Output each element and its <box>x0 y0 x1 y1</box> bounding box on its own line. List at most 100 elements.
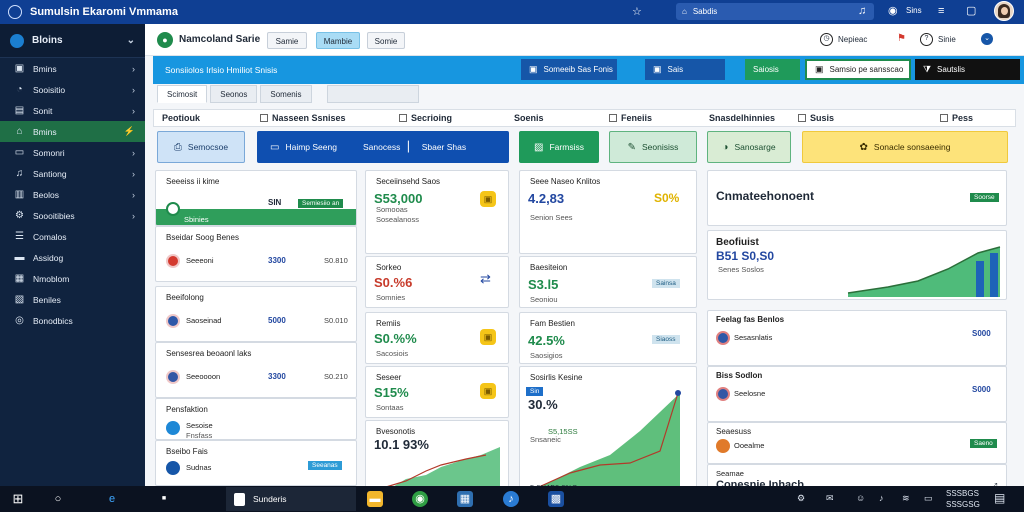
far-card[interactable]: Cnmateehonoent Soorse <box>707 170 1007 226</box>
action-button[interactable]: ◑ Sanosarge <box>707 131 791 163</box>
sidebar-item[interactable]: ▣ Bmins › <box>0 58 145 79</box>
action-button[interactable]: ✎ Seonisiss <box>609 131 697 163</box>
tab-1[interactable]: Scimosit <box>157 85 208 103</box>
column-header[interactable]: Peotiouk <box>162 113 200 123</box>
action-button[interactable]: ▏ Sbaer Shas <box>408 131 466 163</box>
column-header[interactable]: Snasdelhinnies <box>709 113 775 123</box>
column-header[interactable]: Pess <box>940 113 973 123</box>
sidebar-item[interactable]: ☰ Comalos <box>0 226 145 247</box>
chat-icon[interactable]: ☺ <box>856 493 866 503</box>
right-card[interactable]: Baesiteion S3.l5 Seoniou Sainsa <box>519 256 697 308</box>
search-icon[interactable]: ○ <box>54 493 62 505</box>
mid-card[interactable]: Sorkeo S0.%6 Somnies ⇄ <box>365 256 509 308</box>
document-icon: ▤ <box>14 105 25 116</box>
toolbar-flag[interactable]: ⚑ <box>897 33 906 44</box>
left-card[interactable]: Bseidar Soog Benes Seeeoni 3300 S0.810 <box>155 226 357 282</box>
sidebar-item[interactable]: ▭ Somonri › <box>0 142 145 163</box>
far-card[interactable]: Biss Sodlon Seelosne S000 <box>707 366 1007 422</box>
volume-icon[interactable]: ♪ <box>879 493 884 503</box>
left-card[interactable]: Bseibo Fais Sudnas Seeanas <box>155 440 357 486</box>
office-icon[interactable]: ▩ <box>548 491 564 507</box>
far-card[interactable]: Seaesuss Ooealme Saeno <box>707 422 1007 464</box>
left-card[interactable]: Seeeiss ii kime Sbinies SIN Semiesiio an <box>155 170 357 226</box>
bell-icon[interactable]: ♫ <box>858 5 867 17</box>
mid-card[interactable]: Remiis S0.%% Sacosiois ▣ <box>365 312 509 364</box>
action-button[interactable]: ▭ Haimp Seeng <box>270 131 337 163</box>
sidebar-item[interactable]: ▦ Nmoblom <box>0 268 145 289</box>
wifi-icon[interactable]: ≋ <box>902 493 910 503</box>
sidebar-item[interactable]: ⌂ Bmins ⚡ <box>0 121 145 142</box>
right-card[interactable]: Seee Naseo Knlitos 4.2,83 Senion Sees S0% <box>519 170 697 254</box>
toolbar-button-1[interactable]: Samie <box>267 32 307 49</box>
checkbox-icon[interactable] <box>609 114 617 122</box>
banner-button[interactable]: ▣ Sais <box>645 59 725 80</box>
banner-button[interactable]: ▣ Someeib Sas Fonis <box>521 59 617 80</box>
column-header[interactable]: Nasseen Ssnises <box>260 113 346 123</box>
profile-icon[interactable]: ◉ <box>888 5 898 17</box>
sidebar-item[interactable]: ▬ Assidog <box>0 247 145 268</box>
folder-icon[interactable]: ▬ <box>367 491 383 507</box>
left-card[interactable]: Pensfaktion Sesoise Fnsfass <box>155 398 357 440</box>
toolbar-right-1[interactable]: ◷ Nepieac <box>820 33 867 46</box>
checkbox-icon[interactable] <box>940 114 948 122</box>
taskbar-app[interactable]: Sunderis <box>226 487 356 511</box>
banner-button[interactable]: ▣ Samsio pe sansscao <box>805 59 911 80</box>
menu-icon[interactable]: ≡ <box>938 5 945 17</box>
left-card[interactable]: Beeifolong Saoseinad 5000 S0.010 <box>155 286 357 342</box>
mid-card[interactable]: Seceiinsehd Saos S53,000 Somooas Sosealanos… <box>365 170 509 254</box>
right-card[interactable]: Fam Bestien 42.5% Saosigios Siaoss <box>519 312 697 364</box>
toolbar-button-3[interactable]: Somie <box>367 32 405 49</box>
action-button[interactable]: ▨ Farmsiss <box>519 131 599 163</box>
store-icon[interactable]: ▦ <box>457 491 473 507</box>
notification-icon[interactable]: ▤ <box>994 491 1006 505</box>
checkbox-icon[interactable] <box>798 114 806 122</box>
far-card[interactable]: Beofiuist B51 S0,S0 Senes Soslos <box>707 230 1007 300</box>
sidebar-header[interactable]: Bloins ⌄ <box>0 24 145 58</box>
column-header[interactable]: Secrioing <box>399 113 452 123</box>
mail-icon[interactable]: ✉ <box>826 493 834 503</box>
column-header[interactable]: Susis <box>798 113 834 123</box>
banner-button[interactable]: ⧩ Sautslis <box>915 59 1020 80</box>
tab-empty[interactable] <box>327 85 419 103</box>
action-button[interactable]: Sanocess <box>363 131 400 163</box>
start-icon[interactable]: ⊞ <box>12 491 24 506</box>
search-box[interactable]: ⌂ Sabdis <box>676 3 874 20</box>
toolbar-button-2[interactable]: Mambie <box>316 32 360 49</box>
music-icon[interactable]: ♪ <box>503 491 519 507</box>
mid-card[interactable]: Seseer S15% Sontaas ▣ <box>365 366 509 418</box>
banner-button[interactable]: Saiosis <box>745 59 800 80</box>
sidebar-item[interactable]: ♫ Santiong › <box>0 163 145 184</box>
window-icon[interactable]: ▢ <box>966 5 977 17</box>
sidebar-item[interactable]: ◔ Sooisitio › <box>0 79 145 100</box>
checkbox-icon[interactable] <box>399 114 407 122</box>
clock-time[interactable]: SSSBGS <box>946 489 979 498</box>
checkbox-icon[interactable] <box>260 114 268 122</box>
sidebar-item[interactable]: ⚙ Soooitibies › <box>0 205 145 226</box>
chevron-down-icon[interactable]: ⌄ <box>126 35 135 46</box>
action-button[interactable]: ⎙ Semocsoe <box>157 131 245 163</box>
sidebar-item[interactable]: ▧ Beniles <box>0 289 145 310</box>
far-card[interactable]: Feelag fas Benlos Sesasnlatis S000 <box>707 310 1007 366</box>
star-icon[interactable]: ☆ <box>632 6 642 18</box>
left-card[interactable]: Sensesrea beoaonl laks Seeoooon 3300 S0.210 <box>155 342 357 398</box>
toolbar-right-2[interactable]: ? Sinie <box>920 33 956 46</box>
battery-icon[interactable]: ▭ <box>924 493 933 503</box>
tab-2[interactable]: Seonos <box>210 85 258 103</box>
clock-date[interactable]: SSSGSG <box>946 500 980 509</box>
column-header[interactable]: Feneiis <box>609 113 652 123</box>
pen-icon: ✎ <box>627 141 636 153</box>
action-button[interactable]: ✿ Sonacle sonsaeeing <box>802 131 1008 163</box>
chrome-icon[interactable]: ◉ <box>412 491 428 507</box>
card-value: 3300 <box>268 256 286 265</box>
toolbar-dropdown[interactable]: ⌄ <box>981 33 993 45</box>
sidebar-item[interactable]: ▤ Sonit › <box>0 100 145 121</box>
edge-icon[interactable]: e <box>108 493 116 505</box>
tab-3[interactable]: Somenis <box>260 85 312 103</box>
sidebar-item[interactable]: ◎ Bonodbics <box>0 310 145 331</box>
column-header[interactable]: Soenis <box>514 113 544 123</box>
tray-settings-icon[interactable]: ⚙ <box>797 493 806 503</box>
sidebar-item[interactable]: ▥ Beolos › <box>0 184 145 205</box>
avatar[interactable] <box>994 1 1014 21</box>
